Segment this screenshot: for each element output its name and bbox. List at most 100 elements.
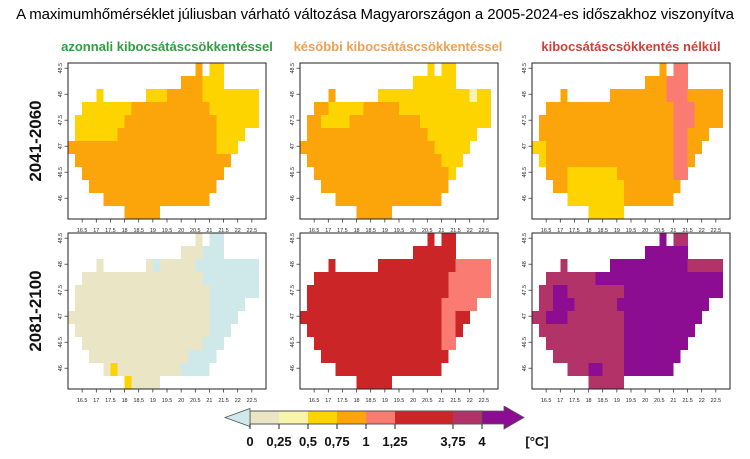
map-grid-cell [223,115,231,129]
map-grid-cell [167,154,175,168]
map-grid-cell [673,154,681,168]
map-grid-cell [117,311,125,325]
y-tick-label: 47 [522,143,528,149]
map-grid-cell [145,298,154,312]
map-grid-cell [159,102,168,116]
map-grid-cell [342,180,350,194]
map-grid-cell [314,128,322,142]
map-grid-cell [581,311,589,325]
x-tick-label: 20 [410,398,416,404]
map-grid-cell [321,115,329,129]
map-grid-cell [384,324,393,338]
map-grid-cell [124,285,132,299]
map-grid-cell [666,363,674,377]
y-tick-label: 48 [522,261,528,267]
map-grid-cell [399,259,407,273]
map-grid-cell [455,324,463,338]
map-grid-cell [483,89,492,103]
map-grid-cell [159,350,168,364]
map-grid-cell [623,89,632,103]
y-tick-label: 47 [522,313,528,319]
map-grid-cell [680,272,688,286]
map-grid-cell [546,311,554,325]
x-tick-label: 21.5 [218,398,229,404]
map-grid-cell [391,193,400,207]
map-grid-cell [159,89,168,103]
map-grid-cell [595,376,603,390]
map-grid-cell [209,298,217,312]
map-grid-cell [195,63,203,77]
map-grid-cell [441,76,449,90]
map-grid-cell [434,285,442,299]
map-grid-cell [349,272,357,286]
map-grid-cell [384,141,393,155]
map-grid-cell [89,141,97,155]
map-grid-cell [645,154,653,168]
map-grid-cell [188,193,196,207]
map-grid-cell [209,167,217,181]
map-grid-cell [574,311,582,325]
map-grid-cell [195,102,203,116]
map-grid-cell [413,324,421,338]
map-grid-cell [244,285,253,299]
map-grid-cell [588,298,596,312]
map-grid-cell [181,337,189,351]
map-grid-cell [75,285,83,299]
x-tick-label: 22 [235,398,241,404]
map-grid-cell [314,324,322,338]
map-grid-cell [455,128,463,142]
hungary-map-2041-2060-immediate: 16.5 17 17.5 18 18.5 19 19.5 20 20.5 21 21.5 22 22.5… [58,62,267,234]
map-grid-cell [666,285,674,299]
map-grid-cell [202,89,210,103]
y-tick-label: 47.5 [290,285,296,296]
map-grid-cell [631,324,639,338]
map-grid-cell [209,285,217,299]
map-grid-cell [377,376,386,390]
x-tick-label: 18.5 [133,228,144,234]
map-grid-cell [441,246,449,260]
map-grid-cell [588,180,596,194]
map-grid-cell [420,363,428,377]
map-grid-cell [356,115,364,129]
map-grid-cell [420,259,428,273]
map-grid-cell [623,350,632,364]
map-grid-cell [602,115,610,129]
map-grid-cell [181,76,189,90]
map-grid-cell [645,141,653,155]
map-grid-cell [652,298,660,312]
map-grid-cell [159,154,168,168]
map-grid-cell [209,102,217,116]
map-grid-cell [595,167,603,181]
map-grid-cell [223,89,231,103]
map-grid-cell [560,337,568,351]
map-grid-cell [680,102,688,116]
map-grid-cell [560,324,568,338]
map-grid-cell [181,324,189,338]
map-grid-cell [321,272,329,286]
colorbar-tick-label: 0 [246,434,253,449]
map-grid-cell [117,102,125,116]
colorbar-tick-label: 3,75 [440,434,465,449]
map-grid-cell [595,324,603,338]
map-grid-cell [469,89,477,103]
map-grid-cell [666,350,674,364]
map-grid-cell [370,141,378,155]
map-grid-cell [377,285,386,299]
map-grid-cell [131,285,139,299]
map-grid-cell [652,76,660,90]
map-grid-cell [370,298,378,312]
map-grid-cell [560,102,568,116]
map-grid-cell [441,298,449,312]
map-grid-cell [413,363,421,377]
map-grid-cell [574,363,582,377]
map-grid-cell [462,89,470,103]
map-grid-cell [399,311,407,325]
hungary-map-2081-2100-immediate: 16.5 17 17.5 18 18.5 19 19.5 20 20.5 21 21.5 22 22.5… [58,232,267,404]
map-grid-cell [335,154,343,168]
map-grid-cell [631,180,639,194]
map-grid-cell [588,311,596,325]
map-grid-cell [349,285,357,299]
map-grid-cell [377,272,386,286]
map-grid-cell [666,337,674,351]
map-grid-cell [321,298,329,312]
